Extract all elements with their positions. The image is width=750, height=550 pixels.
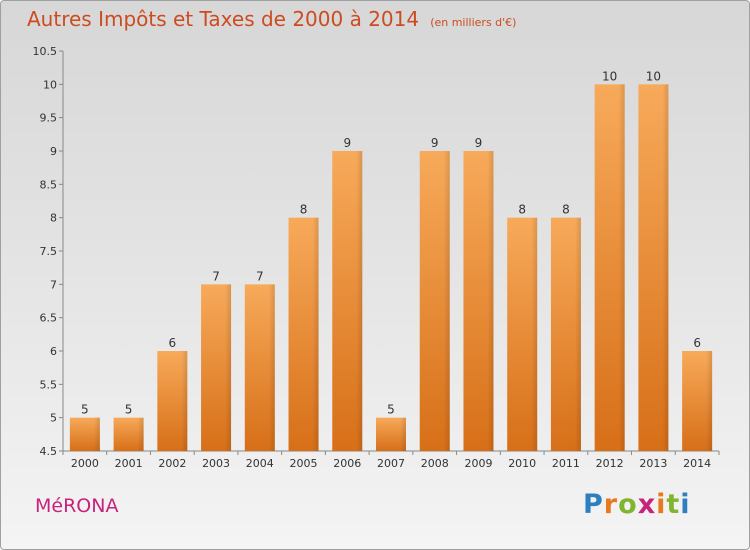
y-tick-label: 9.5 bbox=[40, 112, 58, 125]
chart-bars bbox=[69, 84, 713, 451]
title-text: Autres Impôts et Taxes de 2000 à 2014 bbox=[27, 7, 420, 31]
data-label: 10 bbox=[602, 69, 617, 83]
x-tick-label: 2006 bbox=[333, 457, 361, 470]
bar-shade bbox=[288, 217, 319, 451]
x-tick-label: 2004 bbox=[246, 457, 274, 470]
bar-shade bbox=[376, 417, 406, 451]
y-tick-label: 10 bbox=[43, 78, 57, 91]
bar-shade bbox=[332, 151, 363, 451]
bar-shade bbox=[594, 84, 625, 451]
data-label: 5 bbox=[81, 403, 89, 417]
logo-letter: o bbox=[618, 489, 638, 520]
data-label: 9 bbox=[475, 136, 483, 150]
logo-letter: i bbox=[656, 489, 667, 520]
data-label: 5 bbox=[387, 403, 395, 417]
data-label: 7 bbox=[256, 269, 264, 283]
x-tick-label: 2000 bbox=[71, 457, 99, 470]
bar-shade bbox=[113, 417, 144, 451]
y-tick-label: 8 bbox=[50, 212, 57, 225]
x-tick-label: 2009 bbox=[464, 457, 492, 470]
data-label: 8 bbox=[518, 203, 526, 217]
y-tick-label: 5 bbox=[50, 412, 57, 425]
y-tick-label: 6.5 bbox=[40, 312, 58, 325]
bar-shade bbox=[550, 217, 581, 451]
x-tick-label: 2007 bbox=[377, 457, 405, 470]
data-label: 9 bbox=[431, 136, 439, 150]
x-tick-label: 2014 bbox=[683, 457, 711, 470]
logo-letter: i bbox=[680, 489, 691, 520]
x-tick-label: 2010 bbox=[508, 457, 536, 470]
y-tick-label: 8.5 bbox=[40, 178, 58, 191]
data-label: 7 bbox=[212, 269, 220, 283]
data-label: 8 bbox=[562, 203, 570, 217]
bar-shade bbox=[201, 284, 232, 451]
bar-shade bbox=[638, 84, 669, 451]
logo-letter: P bbox=[583, 489, 604, 520]
data-label: 10 bbox=[646, 69, 661, 83]
logo-letter: r bbox=[603, 489, 619, 520]
x-tick-label: 2011 bbox=[552, 457, 580, 470]
chart-title: Autres Impôts et Taxes de 2000 à 2014 (e… bbox=[27, 7, 516, 31]
y-tick-label: 7.5 bbox=[40, 245, 58, 258]
data-label: 6 bbox=[693, 336, 701, 350]
y-tick-label: 9 bbox=[50, 145, 57, 158]
data-label: 6 bbox=[169, 336, 177, 350]
y-tick-label: 10.5 bbox=[33, 45, 58, 58]
proxiti-logo[interactable]: Proxiti bbox=[583, 489, 691, 520]
commune-name: MéRONA bbox=[35, 495, 119, 517]
logo-letter: t bbox=[666, 489, 681, 520]
y-tick-label: 7 bbox=[50, 278, 57, 291]
x-tick-label: 2008 bbox=[421, 457, 449, 470]
bar-shade bbox=[463, 151, 494, 451]
x-tick-label: 2002 bbox=[158, 457, 186, 470]
logo-letter: x bbox=[637, 489, 657, 520]
y-tick-label: 5.5 bbox=[40, 378, 58, 391]
x-tick-label: 2013 bbox=[639, 457, 667, 470]
x-tick-label: 2003 bbox=[202, 457, 230, 470]
bar-shade bbox=[682, 351, 713, 451]
bar-shade bbox=[244, 284, 275, 451]
chart-labels: 2000 5 2001 5 2002 6 2003 7 2004 7 2005 8 2006 9 2007 5… bbox=[71, 69, 711, 470]
y-tick-label: 4.5 bbox=[40, 445, 58, 458]
data-label: 9 bbox=[343, 136, 351, 150]
x-tick-label: 2012 bbox=[596, 457, 624, 470]
bar-shade bbox=[507, 217, 538, 451]
bar-shade bbox=[157, 351, 188, 451]
bar-shade bbox=[69, 417, 100, 451]
title-unit: (en milliers d'€) bbox=[430, 16, 517, 29]
bar-shade bbox=[419, 151, 450, 451]
data-label: 8 bbox=[300, 203, 308, 217]
y-tick-label: 6 bbox=[50, 345, 57, 358]
data-label: 5 bbox=[125, 403, 133, 417]
x-tick-label: 2001 bbox=[115, 457, 143, 470]
x-tick-label: 2005 bbox=[290, 457, 318, 470]
